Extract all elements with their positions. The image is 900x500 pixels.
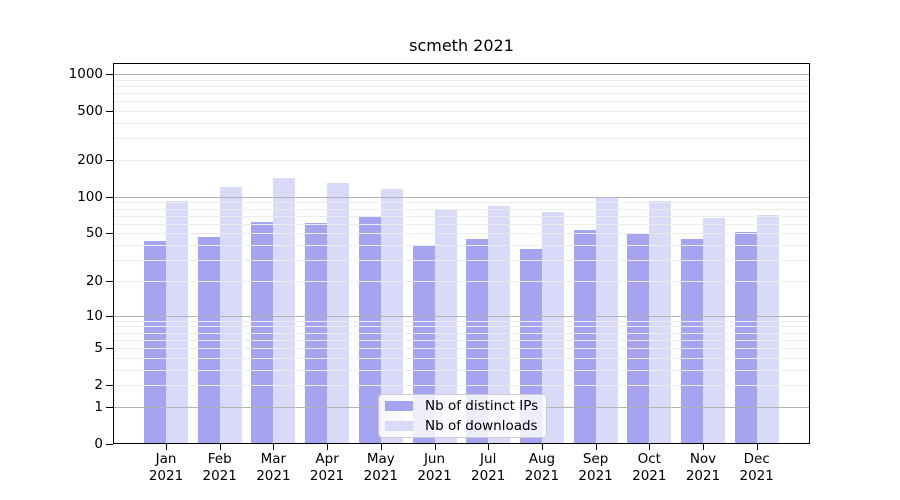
y-tick-label: 500 [77, 103, 103, 120]
y-tick-mark [106, 315, 113, 317]
gridline-minor [113, 138, 810, 140]
x-tick-mark [380, 444, 382, 450]
bar-downloads-nov [703, 218, 725, 444]
bar-downloads-dec [756, 215, 779, 444]
legend-swatch-icon [385, 421, 413, 431]
bar-downloads-jan [166, 201, 188, 444]
bar-distinct-ips-jan [144, 241, 166, 444]
legend-label: Nb of downloads [425, 418, 538, 434]
x-tick-label-feb: Feb 2021 [202, 451, 237, 484]
y-tick-mark [106, 385, 113, 387]
legend-label: Nb of distinct IPs [425, 398, 539, 414]
x-tick-mark [595, 444, 597, 450]
y-tick-label: 50 [85, 225, 103, 242]
y-tick-label: 1000 [68, 66, 103, 82]
bar-distinct-ips-jul [466, 239, 489, 444]
x-tick-label-dec: Dec 2021 [739, 451, 774, 484]
gridline-minor [113, 202, 810, 204]
gridline-minor [113, 215, 810, 217]
bar-distinct-ips-sep [573, 230, 596, 444]
bar-downloads-jul [488, 206, 511, 444]
bar-distinct-ips-oct [627, 233, 650, 444]
gridline-minor [113, 93, 810, 95]
y-tick-mark [106, 233, 113, 235]
bar-distinct-ips-may [358, 215, 381, 444]
gridline-minor [113, 101, 810, 103]
gridline-minor [113, 111, 810, 113]
x-tick-label-jun: Jun 2021 [417, 451, 452, 484]
plot-area [113, 63, 810, 444]
x-tick-mark [649, 444, 651, 450]
x-tick-mark [166, 444, 167, 450]
y-tick-mark [106, 160, 113, 161]
y-tick-mark [106, 348, 113, 349]
y-tick-label: 5 [94, 340, 103, 356]
x-tick-label-aug: Aug 2021 [524, 451, 560, 484]
y-tick-label: 1 [94, 398, 103, 415]
y-tick-label: 2 [94, 377, 103, 394]
gridline-minor [113, 208, 810, 210]
chart-legend: Nb of distinct IPs Nb of downloads [378, 394, 547, 438]
x-tick-label-may: May 2021 [363, 451, 398, 484]
y-tick-mark [106, 74, 113, 75]
gridline-minor [113, 85, 810, 87]
y-tick-mark [106, 406, 113, 408]
x-tick-mark [703, 444, 704, 450]
bar-downloads-mar [273, 177, 296, 444]
x-tick-mark [756, 444, 758, 450]
y-tick-label: 10 [85, 307, 103, 324]
x-tick-label-sep: Sep 2021 [578, 451, 613, 484]
gridline-minor [113, 79, 810, 81]
bar-distinct-ips-mar [251, 222, 274, 444]
gridline-minor [113, 123, 810, 124]
x-tick-label-oct: Oct 2021 [632, 451, 667, 484]
gridline-major [113, 196, 810, 198]
bar-downloads-oct [649, 201, 672, 444]
y-tick-label: 20 [85, 272, 103, 289]
bar-downloads-feb [219, 187, 242, 444]
x-tick-label-apr: Apr 2021 [309, 451, 345, 484]
legend-item-distinct-ips: Nb of distinct IPs [385, 398, 539, 414]
x-tick-mark [541, 444, 543, 450]
gridline-major [113, 74, 810, 75]
x-tick-mark [327, 444, 329, 450]
x-tick-mark [434, 444, 436, 450]
y-tick-mark [106, 111, 113, 113]
bar-downloads-sep [595, 197, 618, 444]
bar-distinct-ips-feb [197, 236, 220, 444]
y-tick-mark [106, 280, 113, 282]
bar-distinct-ips-nov [681, 239, 703, 444]
legend-swatch-icon [385, 401, 413, 411]
x-tick-label-jan: Jan 2021 [148, 451, 184, 484]
bar-distinct-ips-apr [305, 223, 328, 444]
bar-distinct-ips-dec [734, 232, 757, 444]
x-tick-mark [219, 444, 221, 450]
gridline-minor [113, 160, 810, 161]
x-tick-label-jul: Jul 2021 [471, 451, 506, 484]
x-tick-label-nov: Nov 2021 [685, 451, 721, 484]
x-tick-label-mar: Mar 2021 [256, 451, 291, 484]
y-tick-label: 100 [77, 188, 103, 205]
y-tick-mark [106, 196, 113, 198]
chart-title: scmeth 2021 [409, 36, 514, 55]
y-tick-label: 200 [77, 152, 103, 168]
x-tick-mark [273, 444, 275, 450]
legend-item-downloads: Nb of downloads [385, 418, 539, 434]
bar-downloads-apr [327, 182, 350, 444]
y-tick-label: 0 [94, 436, 103, 452]
x-tick-mark [488, 444, 490, 450]
y-tick-mark [106, 444, 113, 445]
